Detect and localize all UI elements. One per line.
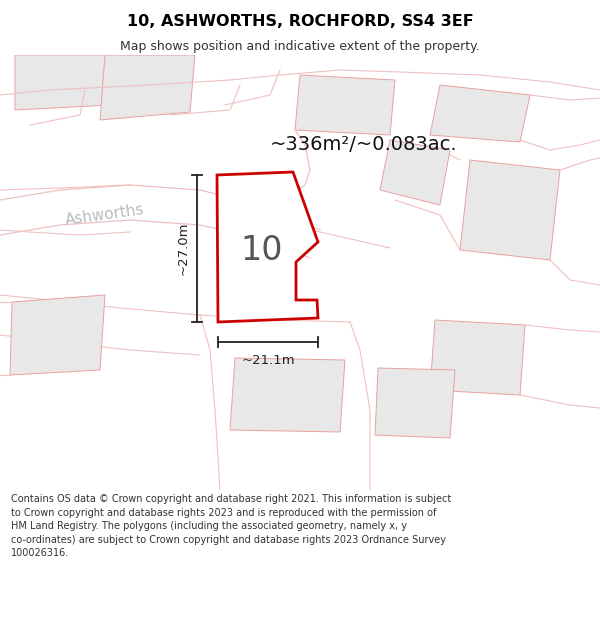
Polygon shape (100, 55, 195, 120)
Text: Map shows position and indicative extent of the property.: Map shows position and indicative extent… (120, 39, 480, 52)
Text: 10: 10 (241, 234, 283, 266)
Text: ~336m²/~0.083ac.: ~336m²/~0.083ac. (270, 136, 458, 154)
Text: ~21.1m: ~21.1m (241, 354, 295, 366)
Polygon shape (10, 295, 105, 375)
Polygon shape (430, 85, 530, 142)
Polygon shape (295, 75, 395, 135)
Text: ~27.0m: ~27.0m (176, 222, 190, 275)
Polygon shape (375, 368, 455, 438)
Polygon shape (430, 320, 525, 395)
Polygon shape (217, 172, 318, 322)
Polygon shape (380, 140, 450, 205)
Text: Contains OS data © Crown copyright and database right 2021. This information is : Contains OS data © Crown copyright and d… (11, 494, 451, 559)
Polygon shape (230, 358, 345, 432)
Text: 10, ASHWORTHS, ROCHFORD, SS4 3EF: 10, ASHWORTHS, ROCHFORD, SS4 3EF (127, 14, 473, 29)
Text: Ashworths: Ashworths (64, 202, 146, 228)
Polygon shape (460, 160, 560, 260)
Polygon shape (15, 55, 120, 110)
